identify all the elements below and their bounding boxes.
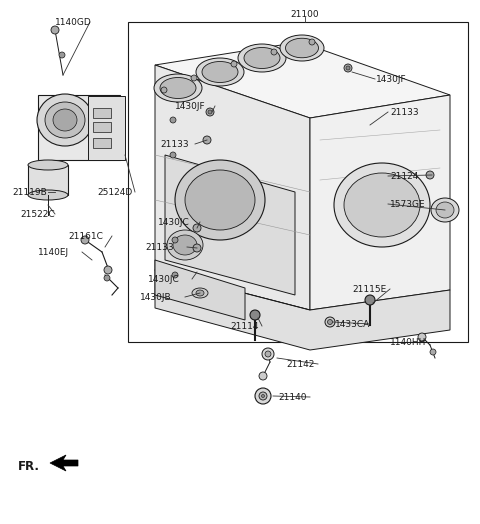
Ellipse shape <box>28 160 68 170</box>
Text: 21124: 21124 <box>390 172 419 181</box>
Ellipse shape <box>286 38 319 58</box>
Circle shape <box>265 351 271 357</box>
Circle shape <box>271 49 277 55</box>
Polygon shape <box>90 100 118 158</box>
Polygon shape <box>38 95 120 160</box>
Text: 1433CA: 1433CA <box>335 320 370 329</box>
Circle shape <box>426 171 434 179</box>
Circle shape <box>161 87 167 93</box>
Circle shape <box>172 272 178 278</box>
Polygon shape <box>310 95 450 310</box>
Text: 1140HH: 1140HH <box>390 338 426 347</box>
Circle shape <box>430 349 436 355</box>
Ellipse shape <box>238 44 286 72</box>
Circle shape <box>344 64 352 72</box>
Ellipse shape <box>334 163 430 247</box>
Ellipse shape <box>185 170 255 230</box>
Text: 1430JF: 1430JF <box>175 102 205 111</box>
Polygon shape <box>28 165 68 195</box>
Circle shape <box>255 388 271 404</box>
Text: 1573GE: 1573GE <box>390 200 426 209</box>
Ellipse shape <box>37 94 93 146</box>
Text: 21133: 21133 <box>160 140 189 149</box>
Text: 25124D: 25124D <box>97 188 132 197</box>
Ellipse shape <box>167 230 203 260</box>
Text: 21133: 21133 <box>145 243 174 252</box>
Text: 21522C: 21522C <box>20 210 55 219</box>
Ellipse shape <box>431 198 459 222</box>
Circle shape <box>191 75 197 81</box>
Text: 21119B: 21119B <box>12 188 47 197</box>
Ellipse shape <box>196 290 204 296</box>
Ellipse shape <box>244 48 280 69</box>
Ellipse shape <box>173 235 197 255</box>
Text: 21142: 21142 <box>286 360 314 369</box>
Circle shape <box>170 152 176 158</box>
Circle shape <box>104 275 110 281</box>
Circle shape <box>170 117 176 123</box>
Text: 1430JB: 1430JB <box>140 293 172 302</box>
Text: 21115E: 21115E <box>352 285 386 294</box>
Circle shape <box>325 317 335 327</box>
Polygon shape <box>155 270 450 350</box>
Text: 21140: 21140 <box>278 393 307 402</box>
Circle shape <box>250 310 260 320</box>
Ellipse shape <box>280 35 324 61</box>
Circle shape <box>51 26 59 34</box>
Circle shape <box>193 244 201 252</box>
Text: 1430JC: 1430JC <box>148 275 180 284</box>
Ellipse shape <box>154 74 202 102</box>
Text: 21114: 21114 <box>230 322 259 331</box>
Circle shape <box>309 39 315 45</box>
Circle shape <box>231 61 237 67</box>
Circle shape <box>262 348 274 360</box>
Circle shape <box>259 372 267 380</box>
Text: FR.: FR. <box>18 460 40 473</box>
Text: 1140EJ: 1140EJ <box>38 248 69 257</box>
Ellipse shape <box>192 288 208 298</box>
Circle shape <box>172 237 178 243</box>
Polygon shape <box>155 65 310 310</box>
Polygon shape <box>50 455 78 471</box>
Ellipse shape <box>196 58 244 86</box>
Text: 21100: 21100 <box>291 10 319 19</box>
Circle shape <box>193 224 201 232</box>
Circle shape <box>81 236 89 244</box>
Text: 1140GD: 1140GD <box>55 18 92 27</box>
Ellipse shape <box>344 173 420 237</box>
Bar <box>93 108 111 118</box>
Circle shape <box>418 333 426 341</box>
Ellipse shape <box>45 102 85 138</box>
Circle shape <box>104 266 112 274</box>
Polygon shape <box>155 42 450 118</box>
Text: 1430JF: 1430JF <box>376 75 407 84</box>
Ellipse shape <box>436 202 454 218</box>
Circle shape <box>262 395 264 398</box>
Circle shape <box>259 392 267 400</box>
Ellipse shape <box>160 78 196 99</box>
Text: 21161C: 21161C <box>68 232 103 241</box>
Bar <box>128 22 468 342</box>
Circle shape <box>203 136 211 144</box>
Circle shape <box>206 108 214 116</box>
Ellipse shape <box>53 109 77 131</box>
Ellipse shape <box>175 160 265 240</box>
Polygon shape <box>155 260 245 320</box>
Bar <box>93 138 111 148</box>
Ellipse shape <box>28 190 68 200</box>
Ellipse shape <box>202 61 238 82</box>
Circle shape <box>365 295 375 305</box>
Bar <box>93 122 111 132</box>
Circle shape <box>346 66 350 70</box>
Text: 21133: 21133 <box>390 108 419 117</box>
Circle shape <box>208 110 212 114</box>
Polygon shape <box>88 96 125 160</box>
Polygon shape <box>165 155 295 295</box>
Text: 1430JC: 1430JC <box>158 218 190 227</box>
Circle shape <box>327 320 333 324</box>
Circle shape <box>59 52 65 58</box>
